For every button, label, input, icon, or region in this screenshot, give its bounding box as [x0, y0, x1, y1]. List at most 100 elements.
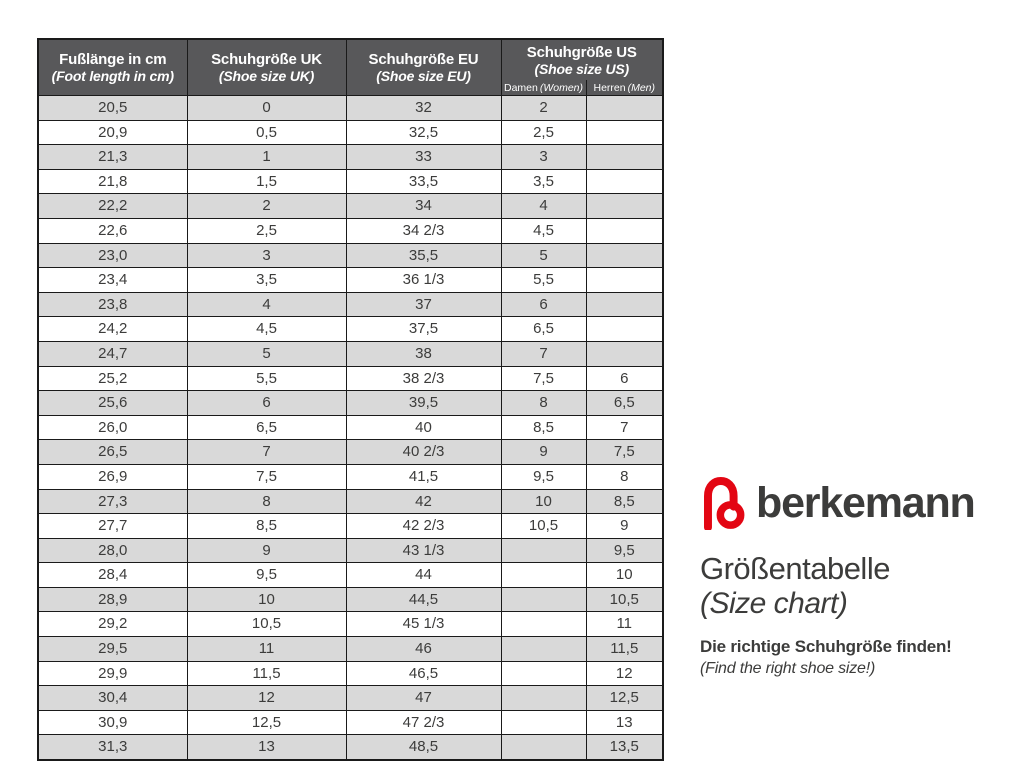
table-cell: 48,5: [345, 734, 502, 761]
table-cell: 0: [186, 95, 347, 121]
table-cell: 37: [345, 291, 502, 318]
table-cell: 38 2/3: [345, 365, 502, 392]
table-cell: 9: [500, 439, 587, 465]
table-cell: 8: [500, 390, 587, 416]
table-row: 26,0 6,5 40 8,5 7: [37, 414, 664, 441]
table-cell: 20,9: [37, 119, 188, 146]
table-cell: 27,3: [37, 488, 188, 515]
table-cell: 3: [186, 242, 347, 269]
table-cell: 1,5: [186, 168, 347, 195]
table-cell: 21,8: [37, 168, 188, 195]
table-cell: 23,8: [37, 291, 188, 318]
table-row: 23,4 3,5 36 1/3 5,5: [37, 267, 664, 293]
table-cell: 6: [186, 390, 347, 416]
table-cell: 7: [500, 340, 587, 367]
tagline-en: (Find the right shoe size!): [700, 659, 876, 677]
table-cell: 10: [186, 586, 347, 613]
table-cell: 12,5: [585, 685, 664, 711]
table-cell: [500, 586, 587, 613]
table-cell: 8: [585, 463, 664, 490]
table-cell: 4: [186, 291, 347, 318]
table-cell: 7,5: [585, 439, 664, 465]
table-cell: [500, 685, 587, 711]
table-row: 24,2 4,5 37,5 6,5: [37, 316, 664, 342]
size-table-body: 20,5 0 32 2 20,9 0,5 32,5 2,5 21,3 1 33 3 21,8 1,5 33,…: [37, 95, 664, 761]
table-cell: 11,5: [186, 660, 347, 687]
table-row: 29,9 11,5 46,5 12: [37, 660, 664, 687]
table-cell: [585, 144, 664, 170]
table-cell: 8,5: [500, 414, 587, 441]
table-row: 30,4 12 47 12,5: [37, 685, 664, 711]
table-cell: 6,5: [500, 316, 587, 342]
table-cell: 2: [186, 193, 347, 219]
size-table: Fußlänge in cm (Foot length in cm) Schuh…: [37, 38, 664, 762]
table-cell: 3: [500, 144, 587, 170]
page-title: Größentabelle: [700, 551, 890, 586]
table-cell: 33: [345, 144, 502, 170]
table-row: 23,0 3 35,5 5: [37, 242, 664, 269]
table-cell: 22,2: [37, 193, 188, 219]
table-cell: 41,5: [345, 463, 502, 490]
table-cell: 22,6: [37, 217, 188, 244]
table-cell: 9,5: [186, 562, 347, 588]
table-cell: 32,5: [345, 119, 502, 146]
table-cell: 24,7: [37, 340, 188, 367]
tagline-de: Die richtige Schuhgröße finden!: [700, 637, 952, 656]
table-row: 27,3 8 42 10 8,5: [37, 488, 664, 515]
table-cell: 30,9: [37, 709, 188, 736]
table-cell: 45 1/3: [345, 611, 502, 638]
table-cell: 9: [186, 537, 347, 564]
col-header-label: Fußlänge in cm: [59, 51, 167, 68]
col-header-label: Schuhgröße EU: [368, 51, 479, 68]
table-cell: 29,2: [37, 611, 188, 638]
col-header-uk: Schuhgröße UK (Shoe size UK): [186, 38, 347, 96]
table-cell: 7: [186, 439, 347, 465]
col-header-us: Schuhgröße US (Shoe size US): [500, 38, 664, 80]
table-cell: [585, 217, 664, 244]
table-cell: 28,9: [37, 586, 188, 613]
table-cell: 47: [345, 685, 502, 711]
table-cell: 9,5: [500, 463, 587, 490]
table-cell: 5,5: [186, 365, 347, 392]
table-cell: 42 2/3: [345, 513, 502, 539]
col-header-sublabel: (Shoe size UK): [218, 68, 315, 84]
table-cell: 8,5: [585, 488, 664, 515]
table-row: 29,2 10,5 45 1/3 11: [37, 611, 664, 638]
table-cell: 10: [585, 562, 664, 588]
table-cell: 2: [500, 95, 587, 121]
table-cell: [585, 119, 664, 146]
table-cell: 2,5: [500, 119, 587, 146]
table-cell: 28,4: [37, 562, 188, 588]
col-header-eu: Schuhgröße EU (Shoe size EU): [345, 38, 502, 96]
table-row: 28,9 10 44,5 10,5: [37, 586, 664, 613]
brand-wordmark: berkemann: [756, 479, 976, 527]
table-cell: 43 1/3: [345, 537, 502, 564]
col-header-label: Schuhgröße US: [526, 43, 637, 61]
table-cell: 6: [500, 291, 587, 318]
table-cell: 23,4: [37, 267, 188, 293]
col-subheader-men: Herren (Men): [585, 80, 664, 96]
col-subheader-women: Damen (Women): [500, 80, 587, 96]
table-cell: 2,5: [186, 217, 347, 244]
table-cell: [585, 242, 664, 269]
table-row: 22,6 2,5 34 2/3 4,5: [37, 217, 664, 244]
table-row: 21,3 1 33 3: [37, 144, 664, 170]
col-header-sublabel: (Shoe size US): [534, 60, 630, 77]
table-cell: 5: [500, 242, 587, 269]
table-cell: 12,5: [186, 709, 347, 736]
table-cell: 44,5: [345, 586, 502, 613]
table-cell: 36 1/3: [345, 267, 502, 293]
table-cell: [500, 660, 587, 687]
table-cell: [585, 267, 664, 293]
table-row: 26,5 7 40 2/3 9 7,5: [37, 439, 664, 465]
table-row: 20,9 0,5 32,5 2,5: [37, 119, 664, 146]
table-row: 28,0 9 43 1/3 9,5: [37, 537, 664, 564]
table-row: 26,9 7,5 41,5 9,5 8: [37, 463, 664, 490]
table-cell: 11,5: [585, 636, 664, 662]
table-row: 24,7 5 38 7: [37, 340, 664, 367]
table-cell: 23,0: [37, 242, 188, 269]
table-cell: 1: [186, 144, 347, 170]
table-row: 25,6 6 39,5 8 6,5: [37, 390, 664, 416]
table-cell: 47 2/3: [345, 709, 502, 736]
table-cell: 42: [345, 488, 502, 515]
